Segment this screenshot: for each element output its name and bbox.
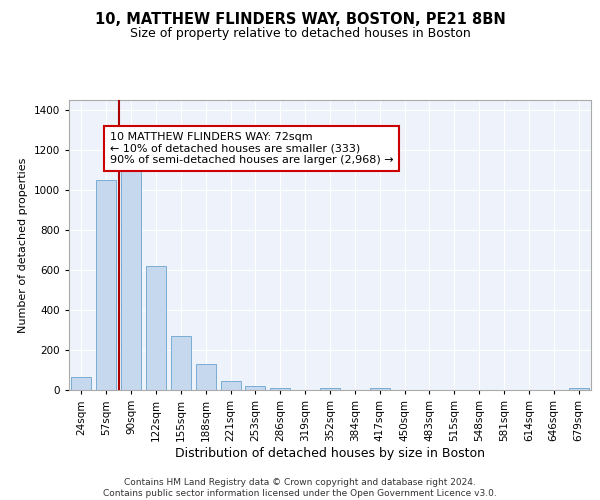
Text: 10 MATTHEW FLINDERS WAY: 72sqm
← 10% of detached houses are smaller (333)
90% of: 10 MATTHEW FLINDERS WAY: 72sqm ← 10% of … (110, 132, 394, 165)
Bar (370, 388, 389, 390)
Text: Size of property relative to detached houses in Boston: Size of property relative to detached ho… (130, 28, 470, 40)
Bar (146, 266, 166, 390)
Bar (171, 336, 191, 390)
Bar (569, 388, 589, 390)
Y-axis label: Number of detached properties: Number of detached properties (18, 158, 28, 332)
Bar (97, 180, 116, 390)
Bar (271, 388, 290, 390)
Bar (221, 381, 241, 390)
Text: 10, MATTHEW FLINDERS WAY, BOSTON, PE21 8BN: 10, MATTHEW FLINDERS WAY, BOSTON, PE21 8… (95, 12, 505, 28)
Bar (245, 386, 265, 390)
X-axis label: Distribution of detached houses by size in Boston: Distribution of detached houses by size … (175, 446, 485, 460)
Text: Contains HM Land Registry data © Crown copyright and database right 2024.
Contai: Contains HM Land Registry data © Crown c… (103, 478, 497, 498)
Bar (121, 164, 141, 390)
Bar (320, 388, 340, 390)
Bar (71, 377, 91, 390)
Bar (196, 364, 215, 390)
